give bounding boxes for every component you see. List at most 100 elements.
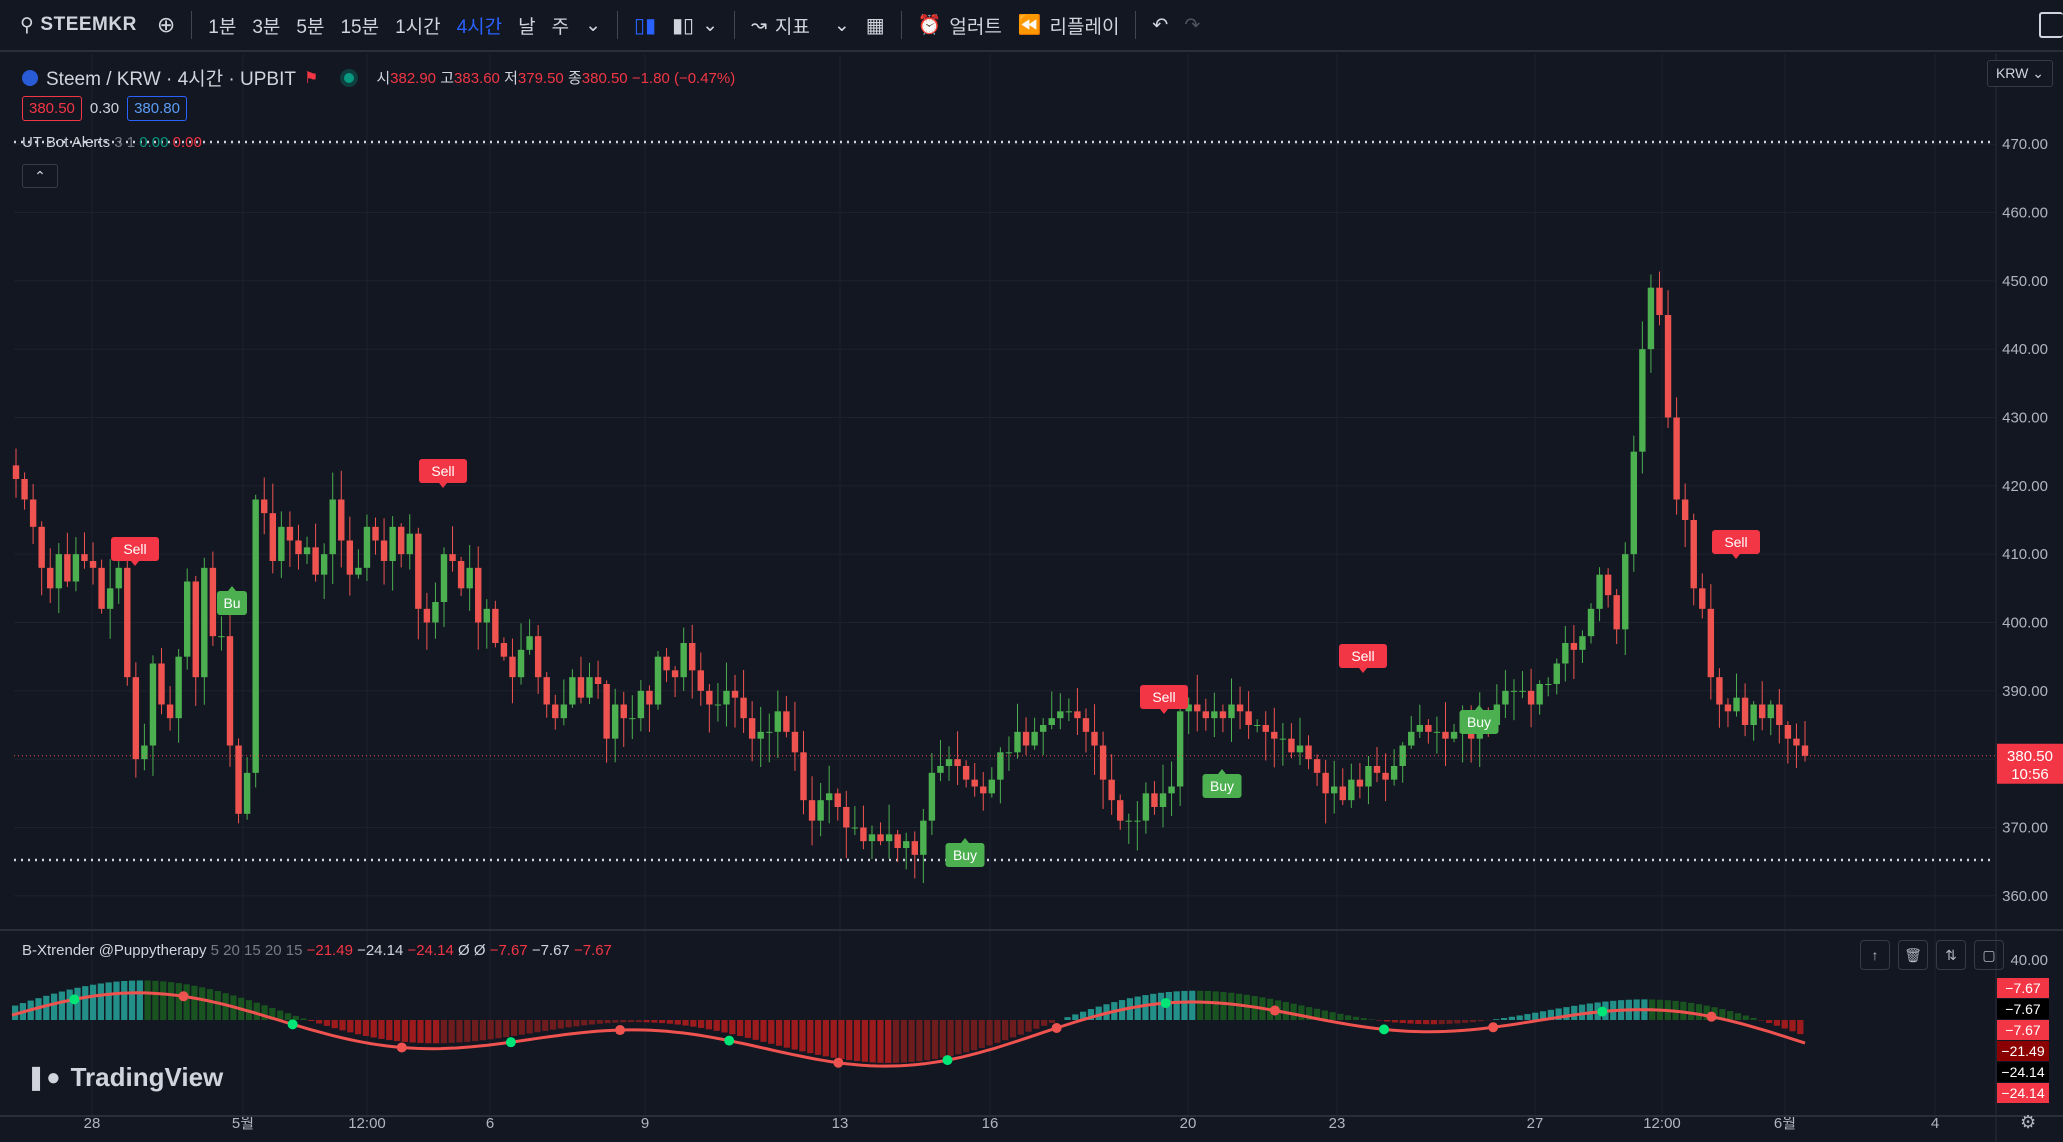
candle: [1159, 764, 1167, 828]
candle: [646, 685, 653, 732]
candle: [808, 776, 816, 846]
currency-dropdown[interactable]: KRW ⌄: [1986, 60, 2053, 87]
osc-bar: [573, 1020, 580, 1027]
sell-price-button[interactable]: 380.50: [22, 96, 82, 121]
redo-button[interactable]: ↷: [1176, 14, 1208, 37]
candle: [1296, 717, 1304, 766]
osc-bar: [1454, 1020, 1461, 1024]
osc-bar: [43, 995, 50, 1020]
alert-button[interactable]: ⏰ 얼러트: [910, 12, 1010, 39]
osc-bar: [1508, 1016, 1516, 1020]
osc-bar: [1391, 1020, 1399, 1023]
candle: [81, 532, 88, 569]
indicator-value: −24.14: [403, 942, 454, 959]
time-tick-label: 5월: [232, 1115, 254, 1132]
candle: [1262, 711, 1269, 761]
timeframe-1-button[interactable]: 3분: [252, 16, 281, 38]
osc-bar: [1423, 1020, 1430, 1025]
osc-bar: [1578, 1004, 1586, 1020]
layouts-button[interactable]: ▦: [858, 13, 893, 38]
price-tick-label: 400.00: [2002, 615, 2048, 632]
svg-text:Sell: Sell: [1152, 689, 1175, 705]
signal-sell-label: Sell: [419, 459, 467, 488]
pane-tools: ↑ 🗑 ⇅ ▢: [1860, 940, 2004, 970]
legend-title: Steem / KRW · 4시간 · UPBIT: [46, 69, 296, 90]
osc-dot: [724, 1035, 735, 1046]
osc-bar: [814, 1020, 822, 1055]
candle: [1741, 683, 1749, 737]
osc-bar: [308, 1020, 315, 1022]
candle: [885, 804, 893, 859]
time-tick-label: 20: [1180, 1115, 1197, 1132]
timeframe-5-button[interactable]: 4시간: [456, 16, 503, 38]
collapse-legend-button[interactable]: ⌃: [22, 164, 58, 188]
osc-bar: [1547, 1009, 1554, 1020]
timeframe-3-button[interactable]: 15분: [340, 16, 380, 38]
indicator-legend-bxtrender[interactable]: B-Xtrender @Puppytherapy 5 20 15 20 15 −…: [22, 942, 612, 959]
indicator-legend-ut-bot[interactable]: UT Bot Alerts 3 1 0.00 0.00: [22, 134, 202, 151]
timeframe-dropdown-button[interactable]: ⌄: [577, 14, 609, 37]
settings-gear-icon[interactable]: ⚙: [2020, 1112, 2037, 1132]
toolbar-separator: [733, 11, 735, 39]
fullscreen-icon[interactable]: [2039, 12, 2063, 38]
flag-icon[interactable]: ⚑: [303, 69, 319, 87]
osc-bar: [471, 1020, 479, 1042]
osc-bar: [355, 1020, 362, 1035]
price-tick-label: 370.00: [2002, 820, 2048, 837]
timeframe-4-button[interactable]: 1시간: [395, 16, 441, 38]
osc-bar: [1025, 1020, 1032, 1032]
candle: [1699, 573, 1706, 619]
osc-bar: [1321, 1010, 1328, 1020]
candle: [671, 666, 679, 697]
osc-bar: [713, 1020, 720, 1031]
buy-price-button[interactable]: 380.80: [127, 96, 187, 121]
candle: [1450, 723, 1458, 743]
undo-button[interactable]: ↶: [1144, 14, 1176, 37]
candle: [1630, 435, 1638, 572]
osc-value-label: −24.14: [2001, 1064, 2044, 1080]
time-tick-label: 9: [641, 1115, 649, 1132]
osc-bar: [916, 1020, 923, 1062]
osc-bar: [736, 1020, 744, 1037]
osc-bar: [1461, 1020, 1469, 1023]
chart-type-candles-button[interactable]: ▯▮: [626, 13, 664, 38]
osc-value-label: −21.49: [2001, 1043, 2044, 1059]
indicator-name: UT Bot Alerts: [22, 134, 111, 151]
collapse-pane-icon[interactable]: ⇅: [1936, 940, 1966, 970]
candle: [89, 542, 97, 585]
osc-bar: [1789, 1020, 1796, 1032]
osc-bar: [323, 1020, 331, 1026]
osc-bar: [830, 1020, 837, 1058]
osc-bar: [705, 1020, 713, 1030]
osc-bar: [869, 1020, 876, 1063]
candle: [766, 713, 773, 763]
timeframe-0-button[interactable]: 1분: [208, 16, 237, 38]
move-pane-up-icon[interactable]: ↑: [1860, 940, 1890, 970]
osc-bar: [690, 1020, 697, 1027]
timeframe-6-button[interactable]: 날: [518, 16, 536, 38]
candle: [611, 688, 619, 763]
candle: [115, 561, 122, 604]
plus-circle-icon: ⊕: [156, 12, 176, 37]
osc-bar: [651, 1020, 658, 1023]
maximize-pane-icon[interactable]: ▢: [1974, 940, 2004, 970]
osc-bar: [1688, 1002, 1695, 1020]
osc-bar: [409, 1020, 416, 1043]
compare-symbol-button[interactable]: ⊕: [149, 12, 183, 38]
osc-bar: [1438, 1020, 1445, 1025]
symbol-search-button[interactable]: ⚲ STEEMKR: [0, 14, 149, 37]
replay-button[interactable]: ⏪ 리플레이: [1010, 12, 1128, 39]
timeframe-7-button[interactable]: 주: [551, 16, 570, 38]
trash-icon[interactable]: 🗑: [1898, 940, 1928, 970]
indicators-button[interactable]: ↝ 지표 ⌄: [743, 12, 858, 39]
chart-type-bars-button[interactable]: ▮▯ ⌄: [664, 13, 726, 38]
search-icon: ⚲: [20, 14, 35, 36]
timeframe-2-button[interactable]: 5분: [296, 16, 325, 38]
osc-bar: [1017, 1020, 1024, 1035]
osc-bar: [292, 1015, 299, 1020]
candle: [1039, 718, 1047, 756]
candle: [1759, 681, 1766, 731]
candle: [397, 523, 405, 568]
candle: [1194, 674, 1201, 732]
